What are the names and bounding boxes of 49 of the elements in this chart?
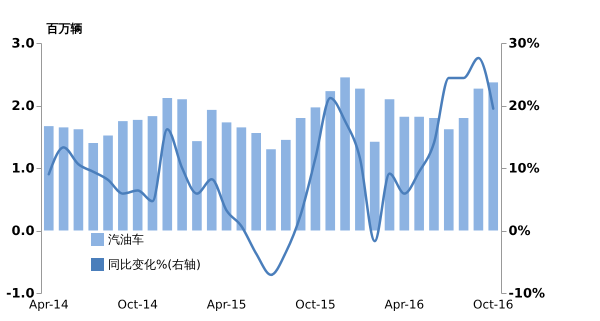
bar (88, 143, 98, 230)
y-tick-label: 0.0 (11, 224, 34, 239)
y-axis-title: 百万辆 (46, 22, 82, 36)
y-tick-label: 1.0 (11, 162, 34, 176)
x-tick-label: Apr-15 (206, 298, 246, 312)
legend-label: 汽油车 (108, 232, 144, 246)
bar (132, 120, 142, 230)
bar (206, 110, 217, 230)
bar (474, 88, 484, 230)
bar (148, 116, 158, 230)
y2-tick-label: 30% (508, 36, 540, 52)
bar (488, 82, 498, 230)
x-tick-label: Oct-14 (117, 298, 158, 312)
y-tick-label: 3.0 (11, 36, 34, 52)
bar (444, 129, 454, 230)
bar (400, 116, 410, 230)
bar (325, 91, 336, 230)
bar (74, 129, 84, 230)
y-tick-label: 2.0 (11, 99, 34, 114)
bar (192, 141, 202, 230)
bar (370, 142, 380, 230)
x-tick-label: Oct-16 (473, 298, 514, 312)
bar (44, 126, 54, 230)
bar (222, 122, 232, 230)
bar (236, 127, 246, 230)
y2-tick-label: 10% (508, 162, 540, 176)
bar (310, 107, 320, 230)
bar (251, 133, 261, 230)
bar (58, 127, 68, 230)
bar (414, 116, 424, 230)
bar (458, 118, 468, 230)
bar (103, 136, 113, 230)
x-tick-label: Oct-15 (295, 298, 336, 312)
bar (384, 99, 394, 230)
line-series (48, 56, 494, 276)
bar (355, 88, 365, 230)
bar (162, 98, 172, 230)
x-tick-label: Apr-14 (28, 298, 69, 312)
bar (296, 118, 306, 230)
bar (429, 118, 439, 230)
bar (340, 77, 350, 230)
bar (281, 140, 291, 230)
bar (266, 149, 276, 230)
x-tick-label: Apr-16 (384, 298, 424, 312)
bar (177, 99, 187, 230)
legend-label: 同比变化%(右轴) (108, 258, 201, 272)
bar (118, 121, 128, 230)
y2-tick-label: 20% (508, 99, 540, 114)
y2-tick-label: 0% (508, 224, 531, 239)
